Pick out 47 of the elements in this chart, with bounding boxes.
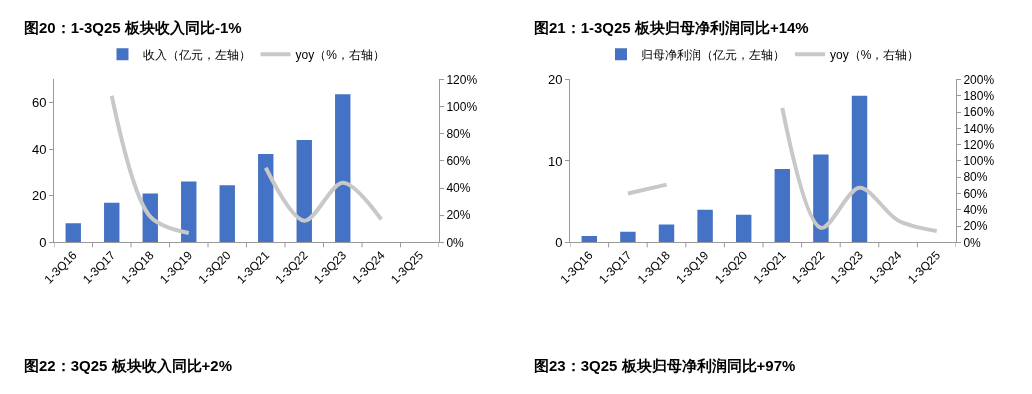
y2-tick-label: 180%: [963, 88, 995, 103]
bar: [851, 95, 868, 243]
bar: [181, 181, 197, 243]
y2-tick-label: 80%: [963, 170, 988, 185]
y-tick-label: 0: [39, 235, 47, 251]
bar: [620, 231, 636, 243]
chart-title: 图20：1-3Q25 板块收入同比-1%: [24, 19, 242, 36]
y-tick-label: 20: [31, 188, 47, 204]
legend-label: 归母净利润（亿元，左轴）: [641, 47, 785, 62]
y2-tick-label: 80%: [446, 127, 471, 141]
y2-tick-label: 100%: [963, 154, 995, 169]
bar: [697, 209, 713, 243]
y-tick-label: 10: [547, 153, 563, 169]
caption: 图22：3Q25 板块收入同比+2%: [24, 357, 232, 374]
y2-tick-label: 120%: [963, 137, 995, 152]
y-tick-label: 60: [31, 95, 47, 111]
y-tick-label: 20: [547, 72, 563, 88]
y2-tick-label: 200%: [963, 72, 995, 87]
legend-label: yoy（%，右轴）: [295, 47, 385, 62]
y2-tick-label: 40%: [446, 181, 471, 196]
bar: [774, 169, 791, 243]
bar: [258, 153, 274, 243]
caption: 图23：3Q25 板块归母净利润同比+97%: [534, 357, 796, 374]
y2-tick-label: 0%: [446, 235, 465, 250]
y2-tick-label: 20%: [446, 208, 471, 223]
y2-tick-label: 120%: [446, 72, 478, 87]
legend-label: 收入（亿元，左轴）: [142, 47, 251, 62]
y2-tick-label: 160%: [963, 105, 995, 120]
legend-label: yoy（%，右轴）: [830, 47, 920, 62]
chart-title: 图21：1-3Q25 板块归母净利润同比+14%: [534, 19, 809, 36]
y-tick-label: 0: [555, 235, 563, 251]
bar: [735, 214, 752, 243]
y2-tick-label: 40%: [963, 203, 988, 218]
y-tick-label: 40: [31, 141, 47, 157]
bar: [335, 94, 351, 243]
bar: [813, 154, 829, 243]
y2-tick-label: 60%: [963, 186, 988, 201]
bar: [658, 224, 675, 243]
bar: [219, 185, 235, 243]
bar: [104, 202, 120, 243]
y2-tick-label: 20%: [963, 219, 988, 234]
y2-tick-label: 0%: [963, 235, 982, 250]
bar: [65, 223, 81, 243]
bar: [296, 140, 312, 243]
y2-tick-label: 140%: [963, 121, 995, 136]
y2-tick-label: 60%: [446, 154, 471, 169]
y2-tick-label: 100%: [446, 99, 478, 114]
